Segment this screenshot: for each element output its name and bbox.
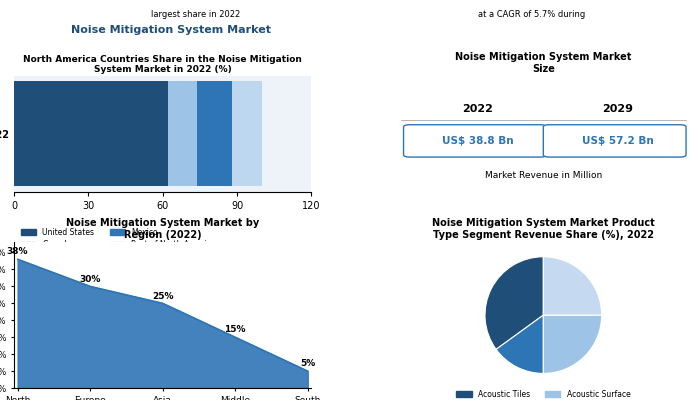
FancyBboxPatch shape: [543, 125, 686, 157]
Text: 38%: 38%: [7, 248, 29, 256]
Text: US$ 38.8 Bn: US$ 38.8 Bn: [442, 136, 514, 146]
Text: 25%: 25%: [152, 292, 173, 300]
Text: Market Revenue in Million: Market Revenue in Million: [484, 171, 602, 180]
Bar: [168, 82, 197, 186]
Text: 2022: 2022: [463, 104, 493, 114]
Bar: [14, 82, 168, 186]
Title: Noise Mitigation System Market
Size: Noise Mitigation System Market Size: [455, 52, 631, 74]
Legend: United States, Canada, Mexico, Rest of North America: United States, Canada, Mexico, Rest of N…: [17, 224, 219, 252]
Text: 15%: 15%: [224, 326, 246, 334]
Text: largest share in 2022: largest share in 2022: [151, 10, 240, 19]
Title: Noise Mitigation System Market Product
Type Segment Revenue Share (%), 2022: Noise Mitigation System Market Product T…: [432, 218, 655, 240]
Text: 2029: 2029: [602, 104, 633, 114]
Text: 30%: 30%: [80, 274, 101, 284]
Title: North America Countries Share in the Noise Mitigation
System Market in 2022 (%): North America Countries Share in the Noi…: [23, 55, 302, 74]
Wedge shape: [485, 257, 543, 349]
Legend: Acoustic Tiles, Acoustic Surface: Acoustic Tiles, Acoustic Surface: [453, 386, 633, 400]
Bar: [197, 82, 232, 186]
Wedge shape: [543, 315, 602, 374]
Text: at a CAGR of 5.7% during: at a CAGR of 5.7% during: [477, 10, 585, 19]
Wedge shape: [496, 315, 543, 374]
FancyBboxPatch shape: [403, 125, 547, 157]
Bar: [232, 82, 262, 186]
Text: Noise Mitigation System Market: Noise Mitigation System Market: [71, 25, 271, 35]
Title: Noise Mitigation System Market by
Region (2022): Noise Mitigation System Market by Region…: [66, 218, 259, 240]
Wedge shape: [543, 257, 602, 315]
Text: 5%: 5%: [300, 359, 315, 368]
Text: US$ 57.2 Bn: US$ 57.2 Bn: [582, 136, 654, 146]
